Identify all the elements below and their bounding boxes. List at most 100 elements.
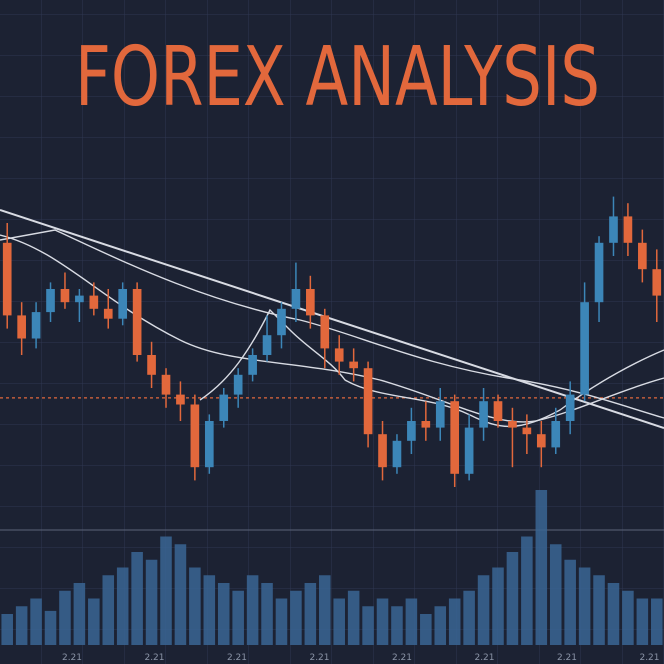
x-tick-label: 2.21 — [474, 653, 494, 663]
x-tick-label: 2.21 — [557, 653, 577, 663]
candle-body — [176, 394, 185, 405]
volume-bar — [261, 583, 273, 645]
candle-body — [536, 434, 546, 448]
candle-body — [320, 315, 330, 349]
candle-body — [190, 404, 200, 468]
volume-bar — [506, 552, 519, 645]
candle-body — [204, 421, 214, 468]
volume-bar — [44, 610, 57, 645]
candle-body — [161, 374, 171, 395]
volume-bar — [275, 598, 288, 645]
candle-body — [493, 401, 503, 421]
candle-body — [306, 289, 315, 316]
volume-bar — [622, 590, 634, 645]
candle-body — [652, 269, 662, 296]
volume-bar — [1, 614, 13, 645]
candle-body — [248, 355, 257, 375]
volume-bar — [564, 559, 576, 645]
x-tick-label: 2.21 — [227, 653, 247, 663]
volume-bar — [59, 590, 71, 645]
volume-bar — [347, 590, 360, 645]
candle-body — [580, 302, 589, 395]
candle-body — [464, 427, 474, 474]
volume-bar — [116, 567, 129, 645]
candle-body — [363, 368, 373, 435]
candle-body — [118, 289, 128, 319]
candle-body — [551, 421, 561, 448]
volume-bar — [333, 598, 345, 645]
candle-body — [291, 289, 301, 309]
volume-bar — [73, 583, 86, 645]
volume-bar — [651, 598, 663, 645]
volume-bar — [174, 544, 187, 645]
candle-body — [147, 355, 156, 375]
volume-bar — [593, 575, 605, 645]
candles — [2, 196, 662, 487]
candle-body — [565, 394, 575, 421]
volume-bar — [391, 606, 403, 645]
volume-bar — [160, 536, 172, 645]
x-tick-label: 2.21 — [392, 653, 412, 663]
candle-body — [623, 216, 633, 243]
volume-bar — [88, 598, 100, 645]
volume-bar — [362, 606, 374, 645]
candle-body — [479, 401, 488, 428]
candle-body — [233, 374, 243, 395]
volume-bar — [463, 590, 475, 645]
candle-body — [421, 421, 431, 428]
volume-bar — [203, 575, 216, 645]
volume-bar — [246, 575, 259, 645]
volume-bar — [434, 606, 447, 645]
candle-body — [508, 421, 517, 428]
volume-bar — [549, 544, 562, 645]
volume-bar — [492, 567, 504, 645]
x-tick-label: 2.21 — [639, 653, 659, 663]
volume-bar — [290, 590, 302, 645]
candle-body — [435, 401, 445, 428]
candle-body — [522, 427, 532, 435]
volume-bar — [477, 575, 490, 645]
trend-line — [0, 209, 664, 429]
volume-bar — [376, 598, 389, 645]
volume-layer — [1, 490, 663, 645]
volume-bar — [607, 583, 620, 645]
candle-body — [219, 394, 229, 421]
candle-body — [594, 242, 604, 303]
candle-body — [262, 335, 272, 355]
moving-average — [199, 308, 664, 428]
candle-body — [60, 289, 70, 303]
volume-bar — [636, 598, 649, 645]
volume-bar — [535, 490, 548, 645]
volume-bar — [405, 598, 418, 645]
volume-bar — [102, 575, 115, 645]
candle-body — [2, 242, 12, 316]
volume-bar — [420, 614, 432, 645]
volume-bar — [30, 598, 42, 645]
candle-body — [31, 312, 41, 339]
candle-body — [349, 361, 358, 369]
candle-body — [609, 216, 618, 243]
volume-bar — [304, 583, 317, 645]
candle-body — [638, 242, 647, 270]
x-tick-label: 2.21 — [309, 653, 329, 663]
candle-body — [17, 315, 26, 339]
candle-body — [103, 308, 113, 319]
volume-bar — [145, 559, 158, 645]
chart-title: FOREX ANALYSIS — [75, 30, 600, 125]
volume-bar — [15, 606, 28, 645]
volume-bar — [521, 536, 533, 645]
candle-body — [89, 295, 99, 309]
volume-bar — [131, 552, 143, 645]
candle-body — [450, 401, 460, 474]
x-tick-label: 2.21 — [144, 653, 164, 663]
volume-bar — [319, 575, 331, 645]
volume-bar — [189, 567, 201, 645]
x-tick-label: 2.21 — [62, 653, 82, 663]
volume-bar — [232, 590, 244, 645]
candle-body — [75, 295, 84, 303]
volume-bar — [578, 567, 591, 645]
candle-body — [277, 308, 286, 336]
volume-bar — [217, 583, 230, 645]
volume-bar — [448, 598, 461, 645]
